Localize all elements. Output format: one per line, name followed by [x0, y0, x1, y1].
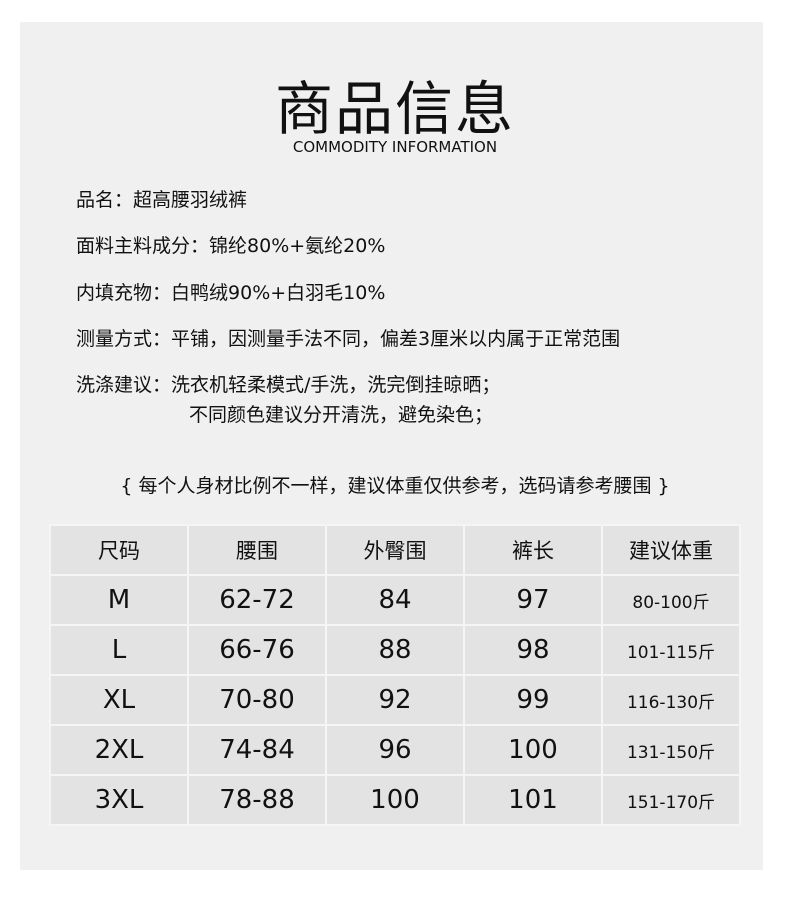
info-product-name: 品名：超高腰羽绒裤 [76, 188, 247, 212]
cell: 92 [325, 674, 465, 726]
header-cell: 建议体重 [601, 524, 741, 576]
info-value: 洗衣机轻柔模式/手洗，洗完倒挂晾晒； [171, 374, 501, 396]
table-row: 3XL 78-88 100 101 151-170斤 [49, 774, 741, 826]
cell: 131-150斤 [601, 724, 741, 776]
info-label: 内填充物： [76, 282, 172, 304]
cell: 101 [463, 774, 603, 826]
cell: 62-72 [187, 574, 327, 626]
info-washing-line2: 不同颜色建议分开清洗，避免染色； [189, 404, 494, 426]
cell: 88 [325, 624, 465, 676]
header-cell: 裤长 [463, 524, 603, 576]
cell: XL [49, 674, 189, 726]
info-label: 面料主料成分： [76, 235, 210, 257]
page-title: 商品信息 [274, 75, 515, 143]
info-measurement: 测量方式：平铺，因测量手法不同，偏差3厘米以内属于正常范围 [76, 327, 620, 351]
table-row: M 62-72 84 97 80-100斤 [49, 574, 741, 626]
info-value: 超高腰羽绒裤 [133, 189, 248, 211]
header-cell: 尺码 [49, 524, 189, 576]
cell: 74-84 [187, 724, 327, 776]
cell: 116-130斤 [601, 674, 741, 726]
info-fabric: 面料主料成分：锦纶80%+氨纶20% [76, 234, 385, 258]
cell: M [49, 574, 189, 626]
size-table: 尺码 腰围 外臀围 裤长 建议体重 M 62-72 84 97 80-100斤 L 66-… [49, 524, 741, 826]
cell: 101-115斤 [601, 624, 741, 676]
cell: 97 [463, 574, 603, 626]
cell: 100 [463, 724, 603, 776]
page-subtitle: COMMODITY INFORMATION [292, 138, 498, 156]
table-row: XL 70-80 92 99 116-130斤 [49, 674, 741, 726]
cell: 96 [325, 724, 465, 776]
header-cell: 腰围 [187, 524, 327, 576]
table-header-row: 尺码 腰围 外臀围 裤长 建议体重 [49, 524, 741, 576]
info-value: 锦纶80%+氨纶20% [209, 235, 386, 257]
cell: 151-170斤 [601, 774, 741, 826]
cell: 2XL [49, 724, 189, 776]
info-label: 测量方式： [76, 328, 172, 350]
cell: 70-80 [187, 674, 327, 726]
cell: 78-88 [187, 774, 327, 826]
cell: 66-76 [187, 624, 327, 676]
info-washing: 洗涤建议：洗衣机轻柔模式/手洗，洗完倒挂晾晒； [76, 373, 500, 397]
cell: 3XL [49, 774, 189, 826]
cell: 80-100斤 [601, 574, 741, 626]
info-label: 品名： [76, 189, 134, 211]
cell: 100 [325, 774, 465, 826]
info-label: 洗涤建议： [76, 374, 172, 396]
table-row: 2XL 74-84 96 100 131-150斤 [49, 724, 741, 776]
table-row: L 66-76 88 98 101-115斤 [49, 624, 741, 676]
info-filling: 内填充物：白鸭绒90%+白羽毛10% [76, 281, 385, 305]
info-value: 平铺，因测量手法不同，偏差3厘米以内属于正常范围 [171, 328, 621, 350]
cell: L [49, 624, 189, 676]
info-value: 白鸭绒90%+白羽毛10% [171, 282, 386, 304]
cell: 99 [463, 674, 603, 726]
cell: 98 [463, 624, 603, 676]
header-cell: 外臀围 [325, 524, 465, 576]
cell: 84 [325, 574, 465, 626]
size-note: { 每个人身材比例不一样，建议体重仅供参考，选码请参考腰围 } [120, 475, 670, 497]
